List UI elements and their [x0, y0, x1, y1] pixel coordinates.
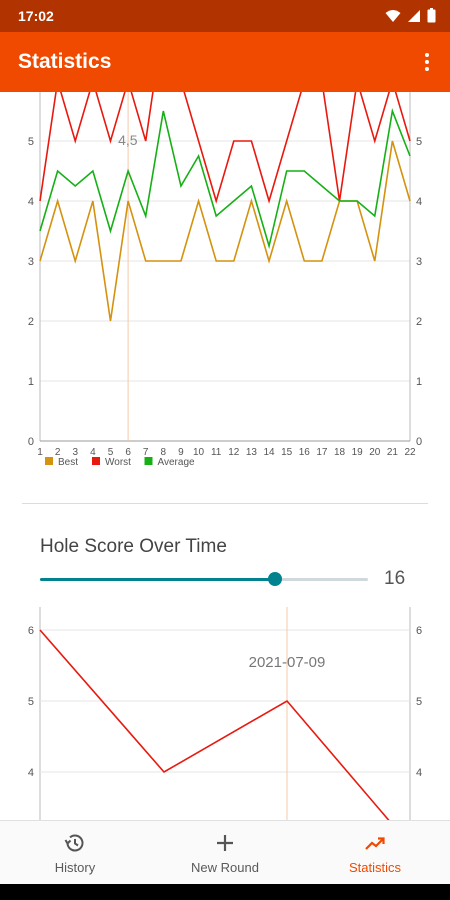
y-tick-label-right: 2 — [416, 316, 422, 328]
x-tick-label: 16 — [299, 447, 311, 458]
x-tick-label: 5 — [108, 447, 114, 458]
legend-swatch-average — [144, 457, 153, 465]
y-tick-label-right: 5 — [416, 136, 422, 148]
x-tick-label: 18 — [334, 447, 346, 458]
page-title: Statistics — [18, 50, 112, 73]
x-tick-label: 15 — [281, 447, 293, 458]
y-tick-label-left: 2 — [28, 316, 34, 328]
series-line-best — [39, 140, 411, 322]
y-tick-label-left: 6 — [28, 625, 34, 637]
statistics-content[interactable]: 0 0 1 1 2 2 3 3 4 4 5 5 1 2 3 4 5 6 7 8 9 10 11 12 13 14 15 16 17 18 1… — [0, 92, 450, 820]
y-tick-label-left: 4 — [28, 196, 34, 208]
y-tick-label-right: 6 — [416, 625, 422, 637]
x-tick-label: 17 — [316, 447, 328, 458]
x-tick-label: 21 — [387, 447, 399, 458]
battery-icon — [427, 8, 436, 23]
y-tick-label-right: 4 — [416, 767, 422, 779]
x-tick-label: 6 — [125, 447, 131, 458]
hole-slider[interactable] — [40, 570, 368, 588]
score-series-line — [39, 629, 390, 820]
y-tick-label-right: 1 — [416, 376, 422, 388]
hole-number-value: 16 — [384, 568, 406, 589]
hole-score-section-title: Hole Score Over Time — [40, 536, 227, 557]
system-gesture-bar — [0, 884, 450, 900]
y-tick-label-left: 5 — [28, 136, 34, 148]
hole-score-over-time-chart: 4 4 5 5 6 6 2021-07-09 — [28, 607, 422, 820]
x-tick-label: 13 — [246, 447, 258, 458]
slider-thumb[interactable] — [267, 572, 282, 586]
y-tick-label-left: 3 — [28, 256, 34, 268]
x-tick-label: 8 — [161, 447, 167, 458]
divider — [22, 503, 428, 504]
nav-new-round-label: New Round — [191, 860, 259, 875]
x-tick-label: 20 — [369, 447, 381, 458]
y-tick-label-left: 0 — [28, 436, 34, 448]
legend-label-best: Best — [58, 457, 78, 468]
signal-icon — [408, 9, 420, 22]
y-tick-label-left: 4 — [28, 767, 34, 779]
x-tick-label: 19 — [352, 447, 364, 458]
nav-statistics[interactable]: Statistics — [300, 821, 450, 885]
x-tick-label: 22 — [404, 447, 416, 458]
x-tick-label: 2 — [55, 447, 61, 458]
x-tick-label: 12 — [228, 447, 240, 458]
y-tick-label-left: 1 — [28, 376, 34, 388]
hole-score-summary-chart: 0 01 12 23 34 45 51 2 3 4 5 6 7 8 9 10 11 12 13 14 15 16 17 18 1… — [28, 92, 422, 468]
x-tick-label: 14 — [263, 447, 275, 458]
highlight-value-label: 4,5 — [118, 132, 138, 148]
more-vert-icon — [425, 53, 429, 57]
series-line-worst — [39, 92, 411, 204]
status-icons — [385, 8, 436, 23]
y-tick-label-left: 5 — [28, 696, 34, 708]
nav-history-label: History — [54, 860, 96, 875]
x-tick-label: 3 — [72, 447, 78, 458]
series-line-average — [39, 108, 411, 250]
y-tick-label-right: 3 — [416, 256, 422, 268]
wifi-icon — [385, 9, 401, 22]
y-tick-label-right: 4 — [416, 196, 422, 208]
status-bar: 17:02 — [0, 0, 450, 32]
x-tick-label: 9 — [178, 447, 184, 458]
nav-history[interactable]: History — [0, 821, 150, 885]
trending-up-icon — [365, 837, 385, 850]
legend-swatch-worst — [92, 457, 100, 465]
x-tick-label: 7 — [143, 447, 149, 458]
legend-swatch-best — [45, 457, 53, 465]
more-options-button[interactable] — [414, 48, 440, 76]
legend-label-average: Average — [158, 457, 196, 468]
app-bar: Statistics — [0, 32, 450, 92]
nav-new-round[interactable]: New Round — [150, 821, 300, 885]
x-tick-label: 4 — [90, 447, 96, 458]
legend-label-worst: Worst — [105, 457, 131, 468]
history-icon — [64, 834, 84, 852]
slider-fill — [40, 578, 275, 581]
status-time: 17:02 — [18, 8, 54, 24]
x-tick-label: 1 — [37, 447, 43, 458]
y-tick-label-right: 5 — [416, 696, 422, 708]
y-tick-label-right: 0 — [416, 436, 422, 448]
add-icon — [217, 835, 233, 851]
nav-statistics-label: Statistics — [348, 860, 401, 875]
bottom-navigation: History New Round Statistics — [0, 820, 450, 885]
x-tick-label: 11 — [211, 447, 222, 458]
x-tick-label: 10 — [193, 447, 205, 458]
highlight-date-label: 2021-07-09 — [249, 654, 326, 671]
